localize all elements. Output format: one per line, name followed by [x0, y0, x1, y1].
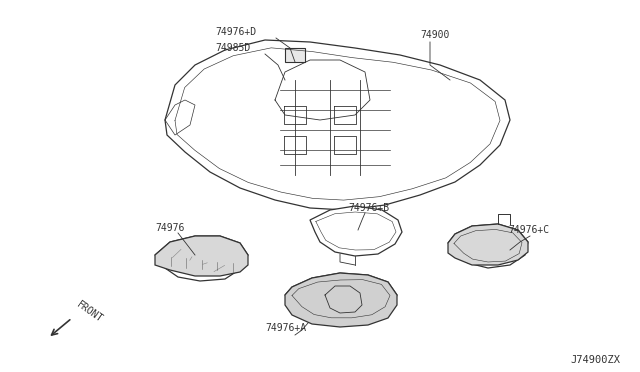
Text: 74985D: 74985D	[215, 43, 250, 53]
Text: 74976+C: 74976+C	[508, 225, 549, 235]
Polygon shape	[165, 40, 510, 210]
Polygon shape	[310, 206, 402, 256]
Polygon shape	[285, 48, 305, 62]
Text: 74976+B: 74976+B	[348, 203, 389, 213]
Text: 74976: 74976	[155, 223, 184, 233]
Text: J74900ZX: J74900ZX	[570, 355, 620, 365]
Polygon shape	[155, 236, 248, 276]
Polygon shape	[155, 236, 248, 281]
Polygon shape	[448, 224, 528, 268]
Text: 74976+D: 74976+D	[215, 27, 256, 37]
Polygon shape	[285, 273, 397, 327]
Polygon shape	[448, 224, 528, 265]
Polygon shape	[285, 273, 397, 324]
Text: 74976+A: 74976+A	[265, 323, 306, 333]
Text: FRONT: FRONT	[75, 299, 105, 324]
Text: 74900: 74900	[420, 30, 449, 40]
